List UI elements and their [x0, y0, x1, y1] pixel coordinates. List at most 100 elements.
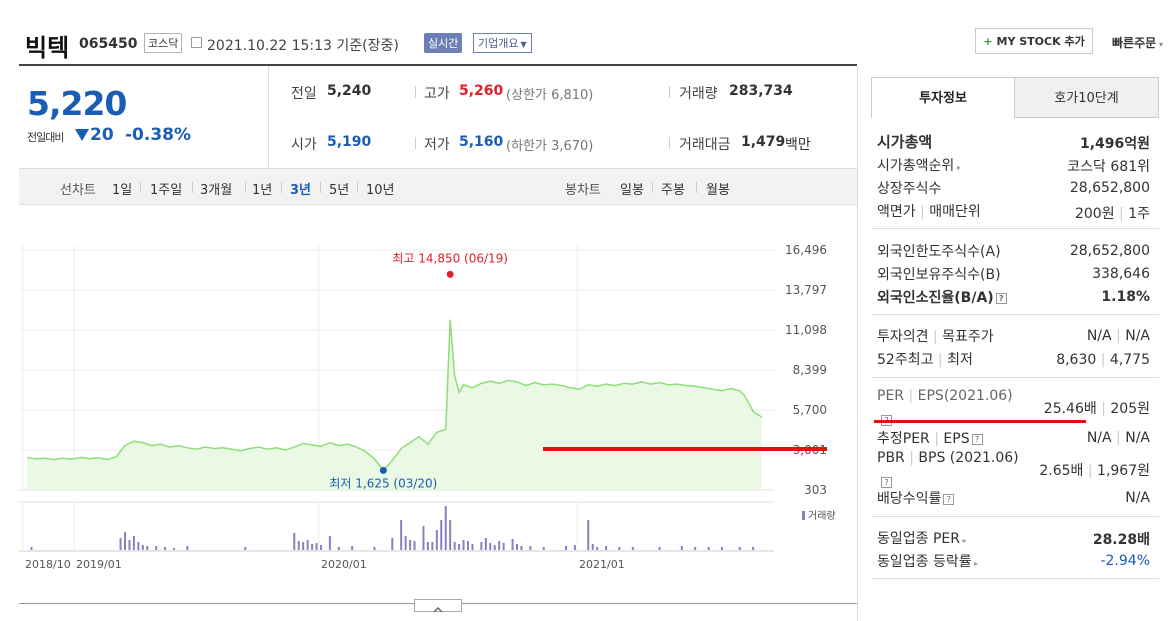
tab-10year[interactable]: 10년: [366, 183, 395, 198]
volume-bar: [498, 541, 501, 550]
volume-bar: [422, 526, 425, 550]
market-cap-rank-link[interactable]: 시가총액순위 ▸: [877, 155, 961, 175]
week52-high-label: 52주최고: [877, 352, 934, 368]
volume-bars: [30, 506, 755, 550]
volume-bar: [337, 547, 340, 550]
tab-monthly[interactable]: 월봉: [706, 183, 730, 198]
pbr-bps-labels: PBR | BPS (2021.06): [877, 450, 1019, 466]
volume-bar: [493, 545, 496, 550]
y-tick-label: 11,098: [785, 323, 827, 337]
amount-unit: 백만: [785, 137, 811, 153]
week52-values: 8,630 | 4,775: [1056, 352, 1150, 368]
invest-info-panel: [857, 66, 1170, 621]
tab-3year[interactable]: 3년: [290, 183, 312, 198]
plus-icon: +: [983, 34, 993, 48]
pbr-help-icon-wrap: ?: [879, 472, 892, 491]
price-area: [27, 319, 762, 490]
high-value: 5,260: [459, 83, 504, 99]
section-divider: [871, 314, 1159, 315]
tab-1day[interactable]: 1일: [112, 183, 133, 198]
volume-bar: [155, 546, 158, 550]
volume-bar: [618, 547, 621, 550]
tab-invest-info[interactable]: 투자정보: [871, 77, 1015, 118]
volume-bar: [449, 520, 452, 550]
volume-bar: [440, 520, 443, 550]
y-tick-label: 303: [804, 483, 827, 497]
volume-bar: [293, 533, 296, 550]
target-label: 목표주가: [942, 329, 994, 345]
volume-bar: [30, 547, 33, 550]
tab-1year[interactable]: 1년: [252, 183, 273, 198]
help-icon[interactable]: ?: [881, 477, 892, 488]
section-divider: [871, 377, 1159, 378]
low-value: 5,160: [459, 134, 504, 150]
tab-weekly[interactable]: 주봉: [661, 183, 685, 198]
volume-bar: [351, 546, 354, 550]
per-eps-values: 25.46배 | 205원: [1043, 401, 1150, 417]
y-tick-label: 8,399: [793, 363, 827, 377]
industry-change-link[interactable]: 동일업종 등락률 ▸: [877, 551, 978, 571]
opinion-target-values: N/A | N/A: [1086, 328, 1150, 344]
volume-bar: [164, 547, 167, 550]
industry-change-label: 동일업종 등락률: [877, 554, 972, 570]
chevron-up-icon: [433, 606, 443, 613]
company-overview-dropdown[interactable]: 기업개요 ▼: [473, 33, 532, 53]
x-axis-ticks: 2018/10 2019/01 2020/01 2021/01: [25, 558, 625, 571]
my-stock-add-button[interactable]: + MY STOCK 추가: [975, 28, 1093, 54]
tab-daily[interactable]: 일봉: [620, 183, 644, 198]
prev-change-label: 전일대비: [27, 131, 64, 144]
divider: [669, 137, 670, 149]
volume-bar: [426, 542, 429, 550]
foreign-hold-value: 338,646: [1092, 266, 1150, 282]
divider: [357, 182, 358, 193]
help-icon[interactable]: ?: [943, 493, 955, 505]
high-label: 고가: [424, 86, 450, 102]
down-triangle-icon: [75, 129, 89, 141]
market-cap-value: 1,496억원: [1079, 136, 1150, 152]
quick-order-button[interactable]: 빠른주문 ▾: [1112, 34, 1163, 51]
help-icon[interactable]: ?: [971, 433, 983, 445]
chevron-right-icon: ▸: [954, 163, 961, 172]
realtime-button[interactable]: 실시간: [424, 33, 463, 53]
volume-bar: [467, 541, 469, 550]
section-divider: [871, 228, 1159, 229]
chart-expand-toggle[interactable]: [414, 599, 462, 613]
volume-bar: [596, 547, 599, 550]
industry-change-value: -2.94%: [1100, 553, 1150, 569]
industry-per-link[interactable]: 동일업종 PER ▸: [877, 528, 967, 548]
week52-high-value: 8,630: [1056, 352, 1097, 368]
volume-bar: [373, 547, 376, 550]
volume-bar: [520, 546, 523, 550]
tab-5year[interactable]: 5년: [329, 183, 350, 198]
foreign-ratio-label-wrap: 외국인소진율(B/A)?: [877, 287, 1007, 307]
volume-bar: [738, 547, 741, 550]
volume-bar: [587, 520, 590, 550]
y-tick-label: 13,797: [785, 283, 827, 297]
pbr-label: PBR: [877, 450, 905, 466]
tab-3month[interactable]: 3개월: [200, 183, 233, 198]
x-tick-label: 2020/01: [321, 558, 367, 571]
listed-shares-label: 상장주식수: [877, 181, 942, 197]
opinion-target-labels: 투자의견 | 목표주가: [877, 329, 994, 345]
min-price-label: 최저 1,625 (03/20): [329, 476, 437, 490]
volume-bar: [435, 530, 438, 550]
volume-bar: [471, 544, 474, 550]
current-price: 5,220: [27, 84, 127, 123]
par-unit-labels: 액면가 | 매매단위: [877, 204, 981, 220]
volume-bar: [186, 546, 189, 550]
lower-limit: (하한가 3,670): [506, 139, 594, 154]
chart-tab-bar: [19, 168, 857, 205]
chevron-right-icon: ▸: [971, 559, 979, 568]
volume-bar: [404, 536, 407, 550]
line-chart-label: 선차트: [60, 183, 96, 198]
week52-low-label: 최저: [947, 352, 973, 368]
tab-1week[interactable]: 1주일: [150, 183, 183, 198]
tab-orderbook-10[interactable]: 호가10단계: [1014, 77, 1159, 118]
volume-legend-label: 거래량: [808, 510, 836, 522]
trade-unit-label: 매매단위: [929, 204, 981, 220]
candle-chart-label: 봉차트: [565, 183, 601, 198]
help-icon[interactable]: ?: [995, 292, 1007, 304]
volume-bar: [315, 543, 318, 550]
